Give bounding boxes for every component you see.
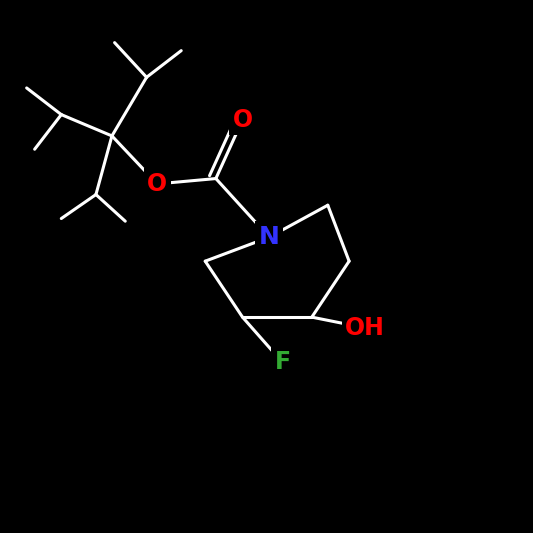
Text: F: F <box>274 350 290 375</box>
Text: O: O <box>232 108 253 132</box>
Text: OH: OH <box>345 316 385 340</box>
Text: N: N <box>259 225 280 249</box>
Text: O: O <box>147 172 167 196</box>
